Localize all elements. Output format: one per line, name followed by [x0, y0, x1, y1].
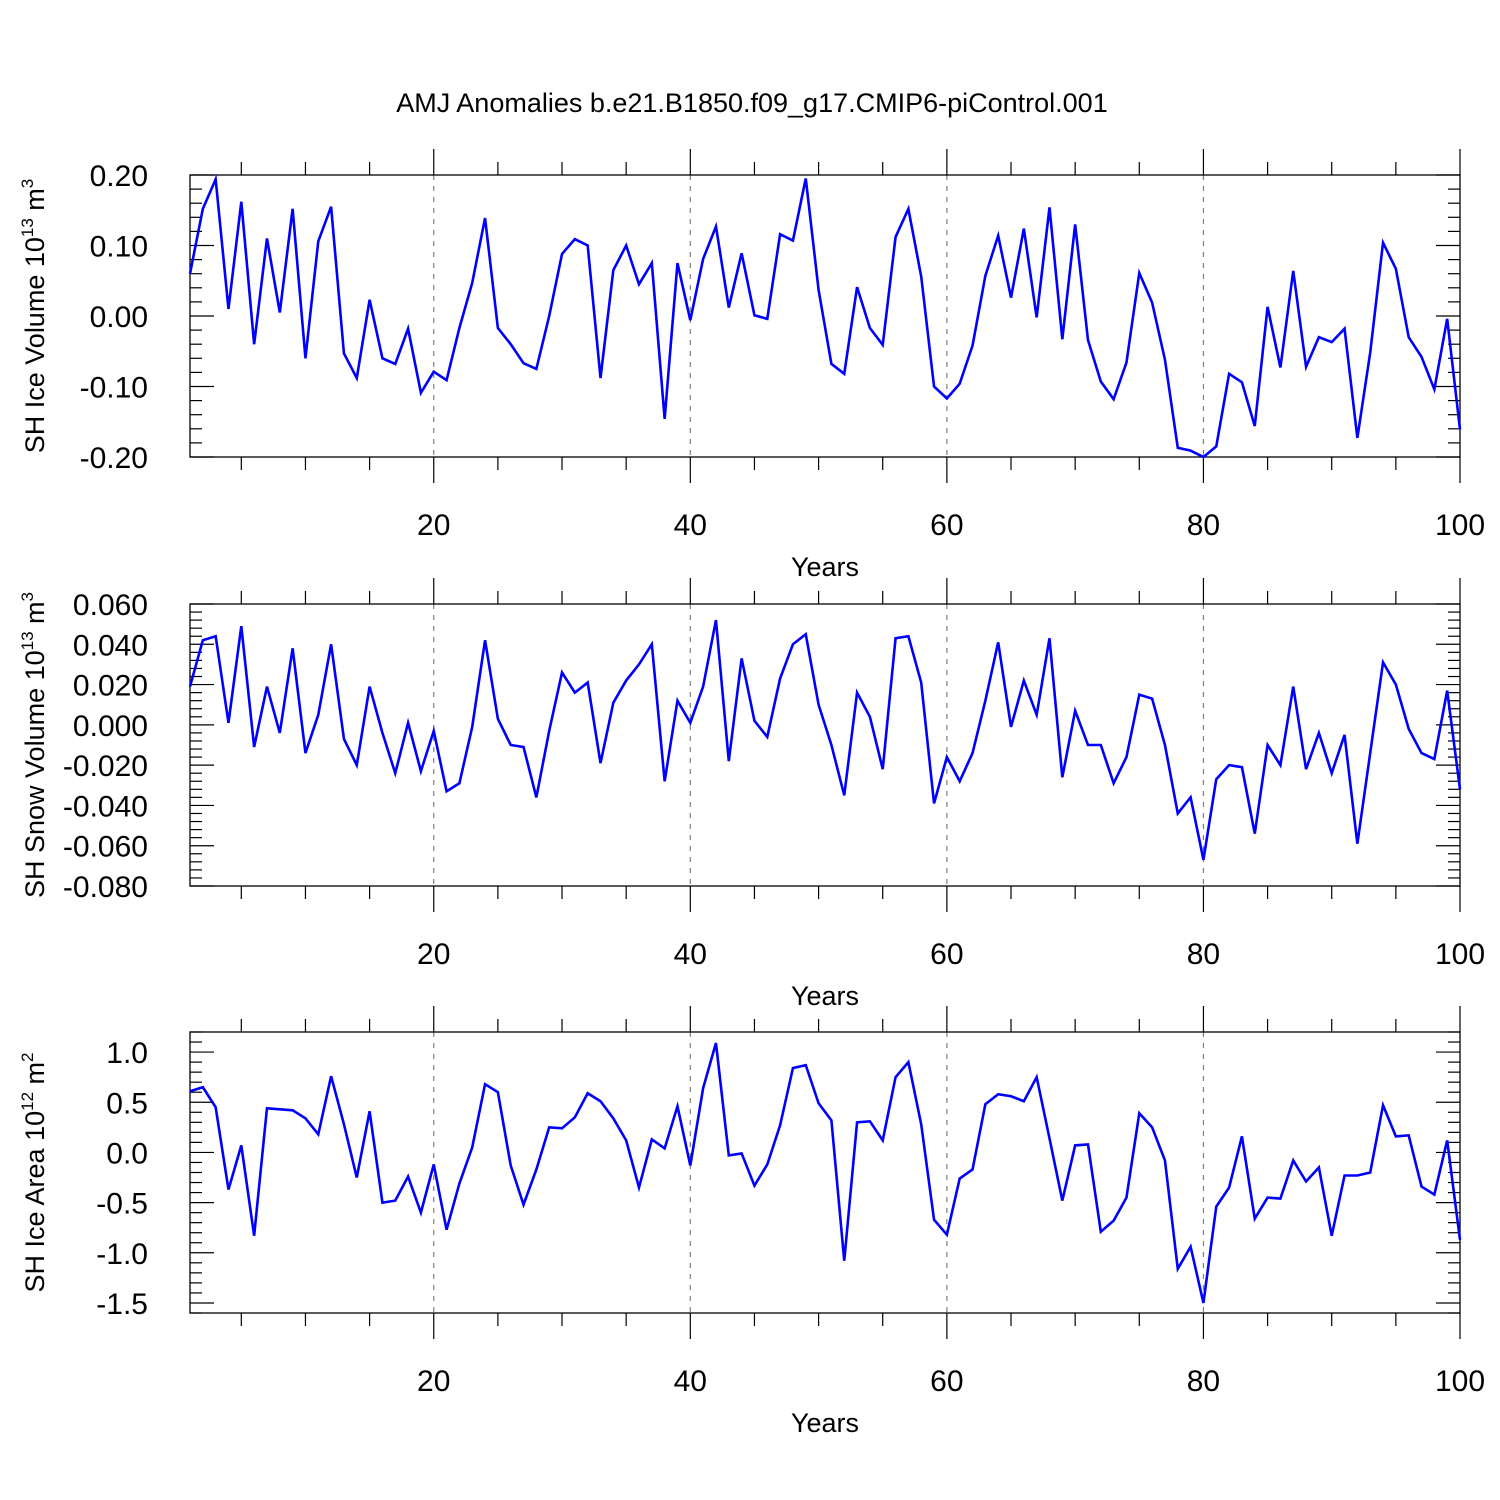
y-tick-label: -0.5 [96, 1188, 148, 1221]
x-axis-label: Years [791, 1408, 859, 1438]
series-line [189, 1042, 1462, 1304]
x-tick-label: 80 [1187, 1365, 1220, 1398]
x-tick-label: 80 [1187, 938, 1220, 971]
y-tick-label: 1.0 [106, 1037, 148, 1070]
y-axis-label: SH Ice Volume 1013 m3 [18, 179, 50, 454]
y-tick-label: -1.5 [96, 1288, 148, 1321]
x-tick-label: 100 [1435, 509, 1485, 542]
y-tick-label: 0.060 [73, 589, 148, 622]
x-tick-label: 100 [1435, 1365, 1485, 1398]
y-tick-label: -0.10 [80, 372, 148, 405]
x-tick-label: 40 [674, 938, 707, 971]
y-tick-label: 0.020 [73, 670, 148, 703]
y-tick-label: 0.0 [106, 1137, 148, 1170]
y-tick-label: -0.060 [63, 831, 148, 864]
y-tick-label: -0.20 [80, 442, 148, 475]
x-axis-label: Years [791, 552, 859, 582]
plot-frame [189, 603, 1461, 887]
series-line [188, 174, 1462, 459]
y-tick-label: -0.080 [63, 871, 148, 904]
x-tick-label: 40 [674, 509, 707, 542]
plot-frame [189, 1031, 1461, 1314]
y-tick-label: -1.0 [96, 1238, 148, 1271]
x-tick-label: 60 [930, 509, 963, 542]
panel-ice-volume: 20 40 60 80 100 Years 0.20 0.10 0.00 -0.10 -0.20 SH… [18, 149, 1485, 582]
y-tick-label: -0.040 [63, 790, 148, 823]
x-tick-label: 20 [417, 509, 450, 542]
y-tick-label: 0.000 [73, 710, 148, 743]
y-tick-label: -0.020 [63, 750, 148, 783]
y-tick-label: 0.20 [90, 160, 148, 193]
y-tick-label: 0.5 [106, 1087, 148, 1120]
x-tick-label: 80 [1187, 509, 1220, 542]
x-tick-label: 100 [1435, 938, 1485, 971]
panel-snow-volume: 20 40 60 80 100 Years 0.060 0.040 0.020 0.000 -0.0… [18, 578, 1485, 1011]
y-axis-label: SH Ice Area 1012 m2 [18, 1053, 50, 1293]
x-tick-label: 60 [930, 938, 963, 971]
panel-ice-area: 20 40 60 80 100 Years 1.0 0.5 0.0 -0.5 -1.0 -1.5 SH … [18, 1006, 1485, 1438]
y-axis-label: SH Snow Volume 1013 m3 [18, 592, 50, 898]
chart-title: AMJ Anomalies b.e21.B1850.f09_g17.CMIP6-… [396, 88, 1107, 118]
x-tick-label: 20 [417, 938, 450, 971]
x-tick-label: 60 [930, 1365, 963, 1398]
x-axis-label: Years [791, 981, 859, 1011]
y-tick-label: 0.040 [73, 629, 148, 662]
x-tick-label: 40 [674, 1365, 707, 1398]
y-tick-label: 0.00 [90, 301, 148, 334]
series-line [188, 619, 1462, 861]
x-tick-label: 20 [417, 1365, 450, 1398]
y-tick-label: 0.10 [90, 231, 148, 264]
